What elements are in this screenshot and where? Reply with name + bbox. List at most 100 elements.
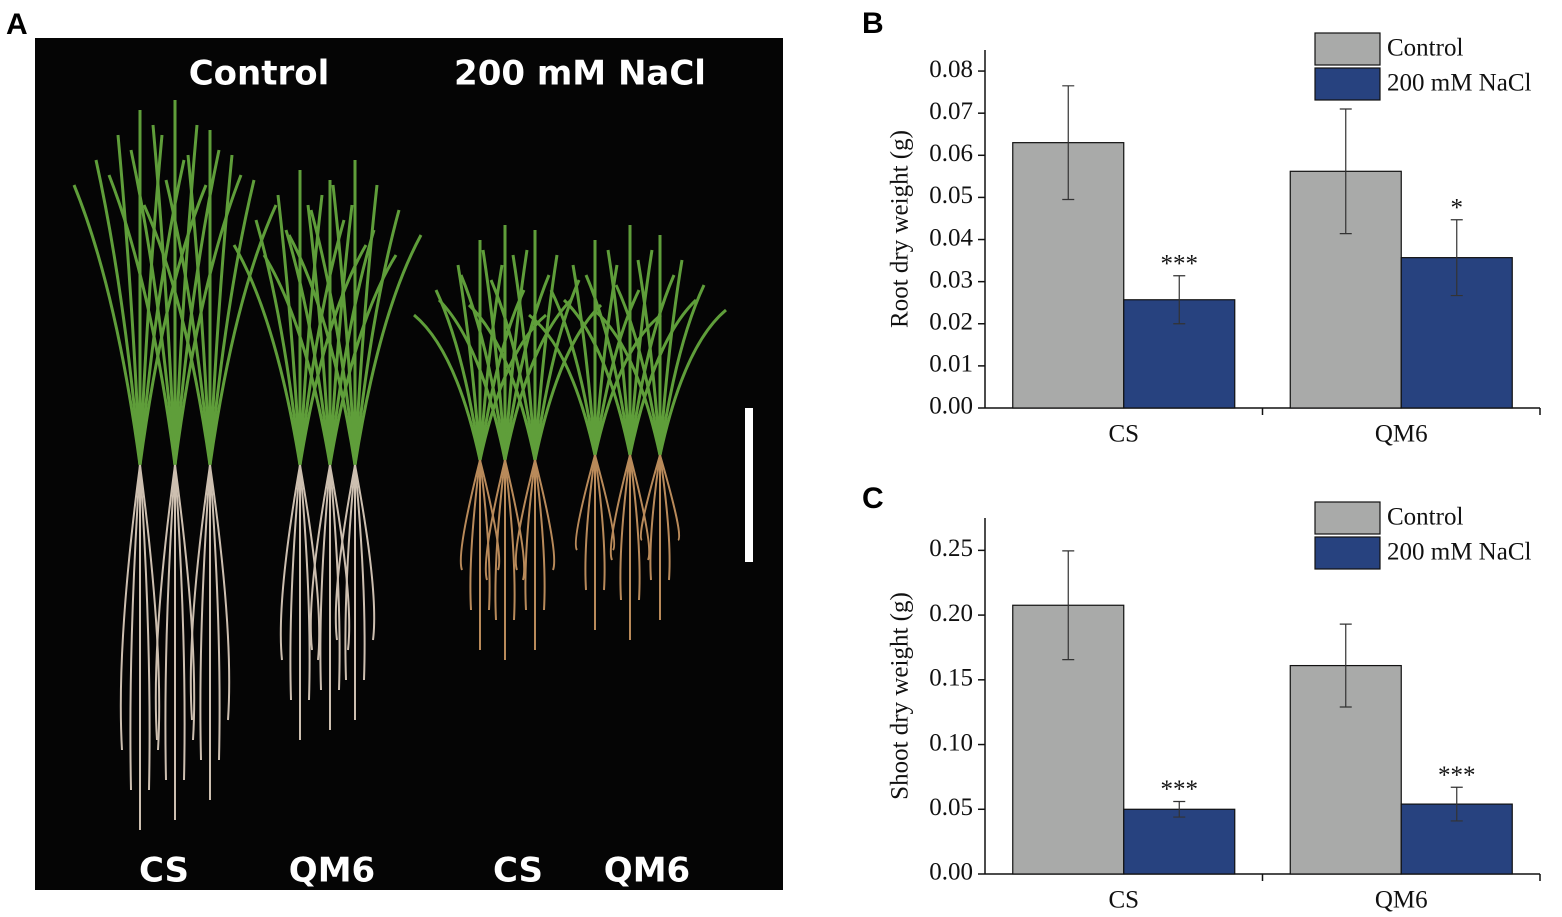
leaf	[164, 179, 212, 466]
leaf	[173, 174, 243, 466]
leaf	[571, 264, 597, 456]
y-tick-label: 0.05	[929, 794, 973, 821]
leaf	[151, 124, 177, 466]
error-bar	[1450, 786, 1463, 822]
leaf	[287, 234, 357, 466]
root	[174, 464, 186, 781]
root	[459, 459, 481, 571]
panel-label: A	[6, 8, 28, 41]
leaf	[481, 249, 507, 461]
root	[129, 464, 141, 791]
leaf	[658, 308, 727, 456]
error-bar	[1450, 219, 1463, 297]
leaf	[467, 303, 537, 461]
leaf	[208, 154, 234, 466]
photo-title: Control	[189, 54, 330, 94]
leaf	[306, 204, 332, 466]
leaf	[413, 313, 482, 461]
leaf	[232, 244, 302, 466]
leaf	[173, 124, 199, 466]
y-axis-label: Root dry weight (g)	[887, 130, 914, 328]
root	[354, 464, 366, 681]
y-tick-label: 0.08	[929, 56, 973, 83]
leaf	[262, 254, 332, 466]
root	[504, 459, 516, 621]
root	[189, 464, 211, 721]
root	[309, 464, 331, 651]
photo-title: 200 mM NaCl	[454, 54, 706, 94]
leaf	[606, 249, 632, 456]
error-bar	[1339, 623, 1352, 708]
significance-label: ***	[1161, 776, 1199, 803]
y-tick-label: 0.00	[929, 393, 973, 420]
legend-label: Control	[1387, 35, 1463, 62]
y-tick-label: 0.10	[929, 729, 973, 756]
lane-label: QM6	[289, 851, 375, 891]
legend-label: 200 mM NaCl	[1387, 539, 1532, 566]
y-tick-label: 0.15	[929, 665, 973, 692]
leaf	[636, 259, 662, 456]
root	[514, 459, 536, 571]
leaf	[353, 184, 379, 466]
root	[154, 464, 176, 741]
y-tick-label: 0.20	[929, 600, 973, 627]
y-tick-label: 0.00	[929, 859, 973, 886]
legend-swatch	[1314, 67, 1381, 101]
root	[334, 464, 356, 641]
root	[319, 464, 331, 691]
leaf	[353, 209, 401, 466]
root	[659, 454, 681, 541]
leaf	[328, 204, 354, 466]
root	[139, 464, 161, 751]
significance-label: ***	[1438, 762, 1476, 789]
leaf	[284, 229, 332, 466]
lane-label: CS	[493, 851, 543, 891]
y-tick-label: 0.04	[929, 224, 973, 251]
y-tick-label: 0.25	[929, 535, 973, 562]
root	[119, 464, 141, 751]
leaf	[533, 279, 581, 461]
leaf	[107, 174, 177, 466]
root	[574, 454, 596, 551]
root	[484, 459, 506, 581]
y-tick-label: 0.01	[929, 351, 973, 378]
legend-swatch	[1314, 32, 1381, 66]
error-bar	[1173, 800, 1186, 818]
leaf	[254, 219, 302, 466]
x-tick-label: CS	[1108, 887, 1139, 914]
leaf	[138, 159, 186, 466]
root	[299, 464, 311, 701]
root	[209, 464, 221, 761]
leaf	[142, 204, 212, 466]
y-tick-label: 0.05	[929, 182, 973, 209]
leaf	[593, 308, 662, 456]
leaf	[584, 274, 632, 456]
leaf	[328, 254, 398, 466]
leaf	[208, 204, 278, 466]
root	[279, 464, 301, 661]
root	[174, 464, 196, 741]
leaf	[129, 149, 177, 466]
significance-label: ***	[1161, 250, 1199, 277]
leaf	[562, 298, 632, 456]
leaf	[173, 149, 221, 466]
y-tick-label: 0.03	[929, 266, 973, 293]
leaf	[437, 298, 507, 461]
panel-label: B	[862, 7, 884, 40]
leaf	[328, 229, 376, 466]
leaf	[658, 284, 706, 456]
root	[344, 464, 356, 681]
root	[584, 454, 596, 591]
root	[289, 464, 301, 701]
leaf	[459, 274, 507, 461]
leaf	[489, 279, 537, 461]
legend-swatch	[1314, 536, 1381, 570]
legend-label: 200 mM NaCl	[1387, 70, 1532, 97]
root	[299, 464, 321, 661]
leaf	[533, 303, 603, 461]
photo-panel	[35, 38, 783, 890]
root	[609, 454, 631, 561]
bar	[1123, 808, 1236, 875]
panel-label: C	[862, 482, 884, 515]
root	[639, 454, 661, 541]
